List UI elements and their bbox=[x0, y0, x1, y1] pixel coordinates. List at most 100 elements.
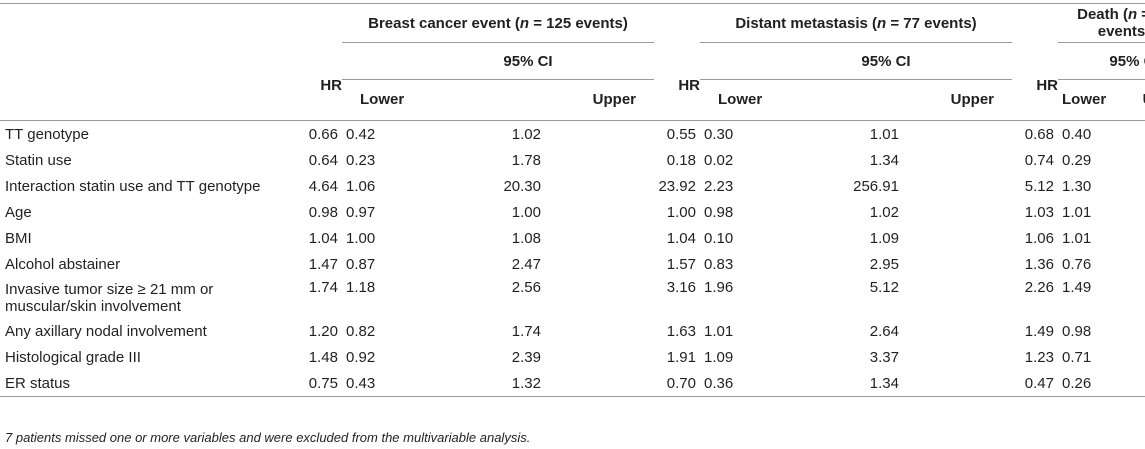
spacer bbox=[547, 344, 654, 370]
ci-lower-value: 0.82 bbox=[346, 322, 376, 340]
row-label: Age bbox=[5, 203, 32, 221]
ci-upper-value: 1.06 bbox=[1138, 199, 1145, 225]
spacer bbox=[547, 199, 654, 225]
ci-lower-value: 1.06 bbox=[346, 177, 376, 195]
hr-value: 1.48 bbox=[308, 348, 338, 366]
hr-value: 1.63 bbox=[666, 322, 696, 340]
ci-upper-value: 1.13 bbox=[1138, 121, 1145, 148]
row-label: TT genotype bbox=[5, 125, 89, 143]
ci-upper-value: 0.83 bbox=[1138, 370, 1145, 397]
row-label: Histological grade III bbox=[5, 348, 141, 366]
hr-value: 0.66 bbox=[308, 125, 338, 143]
hr-header: HR bbox=[320, 77, 342, 95]
hr-value: 1.20 bbox=[308, 322, 338, 340]
table-row: TT genotype 0.66 0.42 1.02 0.55 0.30 1.01 0.68 0… bbox=[0, 121, 1145, 148]
ci-upper-value: 2.47 bbox=[511, 255, 541, 273]
ci-upper-value: 2.64 bbox=[869, 322, 899, 340]
hr-value: 0.75 bbox=[296, 370, 342, 397]
hr-value: 1.04 bbox=[308, 229, 338, 247]
ci-header: 95% CI bbox=[700, 42, 1012, 80]
ci-upper-value: 1.78 bbox=[511, 151, 541, 169]
ci-lower-value: 0.92 bbox=[346, 348, 376, 366]
ci-lower-value: 0.83 bbox=[704, 255, 734, 273]
results-table: Breast cancer event (n = 125 events) Dis… bbox=[0, 3, 1145, 397]
table-row: Interaction statin use and TT genotype 4.… bbox=[0, 173, 1145, 199]
hr-value: 1.49 bbox=[1024, 322, 1054, 340]
spacer bbox=[905, 147, 1012, 173]
spacer bbox=[547, 147, 654, 173]
ci-lower-value: 0.30 bbox=[704, 125, 734, 143]
ci-lower-value: 0.97 bbox=[346, 203, 376, 221]
ci-upper-value: 3.42 bbox=[1138, 277, 1145, 318]
ci-lower-value: 1.00 bbox=[346, 229, 376, 247]
hr-value: 0.68 bbox=[1024, 125, 1054, 143]
ci-lower-value: 1.30 bbox=[1062, 177, 1092, 195]
row-label: Alcohol abstainer bbox=[5, 255, 121, 273]
ci-header: 95% CI bbox=[1058, 42, 1145, 80]
ci-upper-value: 1.09 bbox=[869, 229, 899, 247]
ci-lower-value: 0.29 bbox=[1062, 151, 1092, 169]
row-label: Statin use bbox=[5, 151, 72, 169]
spacer bbox=[905, 225, 1012, 251]
spacer bbox=[547, 121, 654, 148]
ci-upper-value: 1.00 bbox=[511, 203, 541, 221]
ci-upper-value: 1.34 bbox=[869, 151, 899, 169]
ci-lower-value: 1.01 bbox=[1062, 203, 1092, 221]
ci-lower-value: 2.23 bbox=[704, 177, 734, 195]
hr-value: 2.26 bbox=[1024, 279, 1054, 296]
ci-lower-value: 0.02 bbox=[704, 151, 734, 169]
ci-upper-value: 2.56 bbox=[511, 279, 541, 296]
hr-value: 0.70 bbox=[654, 370, 700, 397]
ci-lower-value: 1.96 bbox=[704, 279, 734, 296]
ci-upper-value: 1.10 bbox=[1138, 225, 1145, 251]
lower-header: Lower bbox=[360, 90, 405, 108]
spacer bbox=[547, 277, 654, 318]
table-row: Any axillary nodal involvement 1.20 0.82 1.… bbox=[0, 318, 1145, 344]
ci-upper-value: 2.95 bbox=[869, 255, 899, 273]
hr-value: 1.04 bbox=[666, 229, 696, 247]
ci-lower-value: 0.98 bbox=[1062, 322, 1092, 340]
row-label: BMI bbox=[5, 229, 32, 247]
hr-value: 0.98 bbox=[308, 203, 338, 221]
hr-value: 3.16 bbox=[666, 279, 696, 296]
ci-upper-value: 1.01 bbox=[869, 125, 899, 143]
table-row: Histological grade III 1.48 0.92 2.39 1.91 1.… bbox=[0, 344, 1145, 370]
group-header-breast-cancer: Breast cancer event (n = 125 events) bbox=[342, 3, 654, 43]
ci-upper-value: 20.30 bbox=[503, 177, 541, 195]
table-row: ER status 0.75 0.43 1.32 0.70 0.36 1.34 0.47 0.2… bbox=[0, 370, 1145, 397]
lower-header: Lower bbox=[718, 90, 763, 108]
ci-upper-value: 1.74 bbox=[511, 322, 541, 340]
ci-lower-value: 1.49 bbox=[1062, 279, 1092, 296]
ci-upper-value: 256.91 bbox=[853, 177, 899, 195]
ci-upper-value: 5.12 bbox=[869, 279, 899, 296]
spacer bbox=[905, 344, 1012, 370]
ci-upper-value: 20.10 bbox=[1138, 173, 1145, 199]
ci-upper-value: 3.37 bbox=[869, 348, 899, 366]
row-label: ER status bbox=[0, 370, 296, 397]
spacer bbox=[905, 121, 1012, 148]
table-row: Alcohol abstainer 1.47 0.87 2.47 1.57 0.83 2.9… bbox=[0, 251, 1145, 277]
spacer bbox=[547, 173, 654, 199]
ci-lower-value: 0.36 bbox=[700, 370, 780, 397]
upper-header: Upper bbox=[592, 90, 636, 108]
spacer bbox=[547, 318, 654, 344]
hr-value: 0.47 bbox=[1012, 370, 1058, 397]
ci-upper-value: 2.39 bbox=[511, 348, 541, 366]
ci-upper-value: 2.14 bbox=[1138, 344, 1145, 370]
hr-value: 1.47 bbox=[308, 255, 338, 273]
hr-value: 1.03 bbox=[1024, 203, 1054, 221]
hr-value: 1.91 bbox=[666, 348, 696, 366]
group-header-distant-metastasis: Distant metastasis (n = 77 events) bbox=[700, 3, 1012, 43]
row-label: Interaction statin use and TT genotype bbox=[5, 177, 261, 195]
ci-lower-value: 1.18 bbox=[346, 279, 376, 296]
spacer bbox=[547, 251, 654, 277]
ci-lower-value: 0.10 bbox=[704, 229, 734, 247]
ci-upper-value: 2.27 bbox=[1138, 318, 1145, 344]
hr-value: 23.92 bbox=[658, 177, 696, 195]
ci-lower-value: 0.23 bbox=[346, 151, 376, 169]
table-row: Invasive tumor size ≥ 21 mm or muscular/s… bbox=[0, 277, 1145, 318]
hr-value: 1.74 bbox=[308, 279, 338, 296]
upper-header: Upper bbox=[950, 90, 994, 108]
hr-value: 0.18 bbox=[666, 151, 696, 169]
